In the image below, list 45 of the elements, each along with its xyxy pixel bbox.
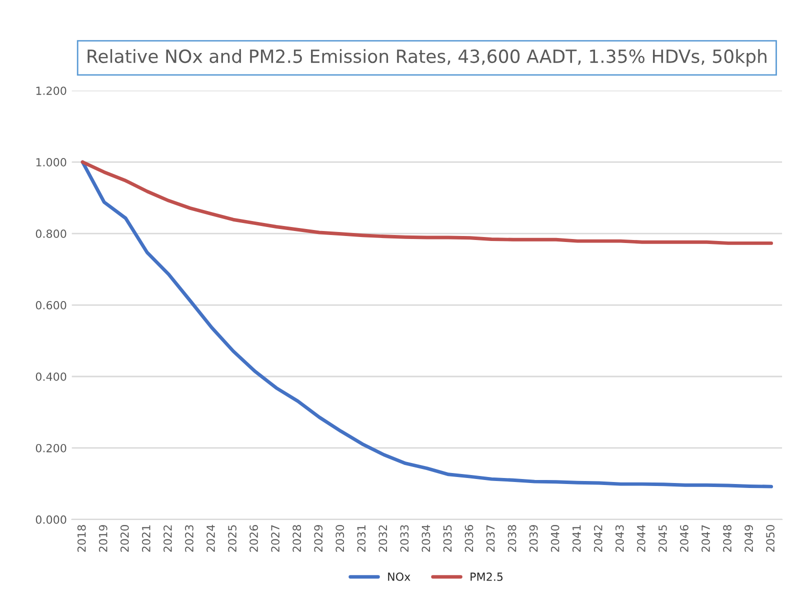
x-tick-label: 2025	[228, 525, 236, 552]
x-tick-label: 2043	[615, 525, 624, 552]
x-tick-label: 2047	[702, 525, 710, 552]
x-tick-label: 2044	[636, 524, 646, 552]
x-tick-label: 2036	[464, 525, 474, 552]
legend-label: NOx	[388, 572, 410, 581]
y-tick-label: 1.200	[36, 86, 66, 95]
legend-label: PM2.5	[470, 572, 503, 581]
x-tick-label: 2039	[529, 525, 538, 552]
y-tick-label: 1.000	[36, 158, 66, 166]
x-tick-label: 2029	[314, 525, 323, 552]
x-tick-label: 2028	[292, 525, 302, 552]
x-tick-label: 2031	[357, 525, 366, 552]
y-tick-label: 0.400	[36, 372, 66, 381]
x-tick-label: 2040	[550, 525, 560, 552]
x-tick-label: 2020	[120, 525, 129, 552]
x-tick-label: 2027	[271, 525, 280, 552]
line-series	[80, 160, 774, 488]
x-tick-label: 2045	[658, 525, 667, 552]
x-tick-label: 2033	[400, 525, 409, 552]
x-tick-label: 2041	[572, 525, 581, 552]
chart-title: Relative NOx and PM2.5 Emission Rates, 43,600 AADT, 1.35% HDVs, 50kph	[88, 49, 766, 67]
x-tick-label: 2024	[206, 524, 215, 552]
y-tick-label: 0.000	[36, 515, 66, 524]
x-tick-label: 2019	[98, 525, 108, 552]
x-tick-label: 2035	[443, 525, 452, 552]
y-tick-label: 0.800	[36, 230, 66, 238]
x-tick-label: 2034	[422, 524, 430, 552]
x-tick-label: 2023	[185, 525, 194, 552]
x-tick-label: 2030	[336, 525, 344, 552]
y-tick-label: 0.200	[36, 444, 66, 452]
x-tick-label: 2037	[486, 525, 495, 552]
line-series	[80, 160, 774, 245]
x-tick-label: 2049	[744, 525, 753, 552]
x-tick-label: 2022	[163, 525, 172, 552]
x-tick-label: 2032	[378, 525, 388, 552]
x-tick-label: 2046	[680, 525, 688, 552]
x-tick-label: 2018	[77, 525, 86, 552]
y-tick-label: 0.600	[36, 300, 66, 310]
x-tick-label: 2021	[142, 525, 150, 552]
x-tick-label: 2050	[766, 525, 775, 552]
x-tick-label: 2042	[594, 525, 602, 552]
x-tick-label: 2026	[250, 525, 258, 552]
x-tick-label: 2038	[508, 525, 516, 552]
x-tick-label: 2048	[723, 525, 732, 552]
